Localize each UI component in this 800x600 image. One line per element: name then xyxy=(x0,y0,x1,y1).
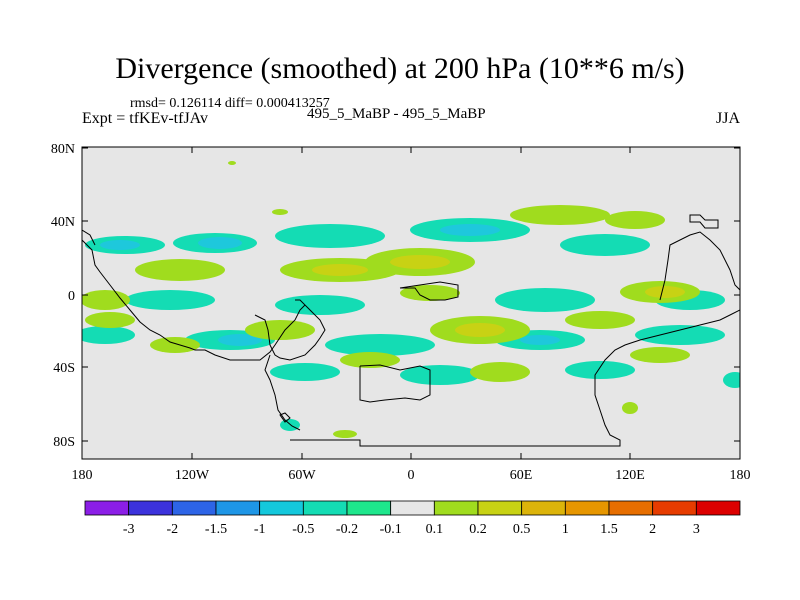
colorbar-label: 1 xyxy=(562,522,569,537)
lon-tick-label: 60W xyxy=(288,468,316,483)
colorbar-label: 0.5 xyxy=(513,522,531,537)
strong-negative-anomalies xyxy=(100,224,560,346)
season-label: JJA xyxy=(716,110,741,127)
colorbar-swatch xyxy=(346,500,392,516)
colorbar-label: 2 xyxy=(649,522,656,537)
lat-tick-label: 40N xyxy=(51,215,75,230)
lon-tick-label: 180 xyxy=(72,468,93,483)
case-label: 495_5_MaBP - 495_5_MaBP xyxy=(307,106,486,122)
lat-tick-label: 80S xyxy=(53,435,75,450)
colorbar-swatch xyxy=(128,500,173,516)
colorbar-label: -3 xyxy=(123,522,135,537)
lon-tick-label: 120W xyxy=(175,468,210,483)
strong-positive-anomalies xyxy=(312,255,685,337)
colorbar-swatch xyxy=(302,500,348,516)
colorbar-swatch xyxy=(171,500,217,516)
lon-tick-label: 60E xyxy=(510,468,533,483)
colorbar-swatch xyxy=(259,500,304,516)
colorbar-label: -1.5 xyxy=(205,522,227,537)
lon-tick-label: 180 xyxy=(730,468,751,483)
colorbar-label: 3 xyxy=(693,522,700,537)
colorbar-swatch xyxy=(215,500,261,516)
colorbar-swatch xyxy=(564,500,610,516)
colorbar-swatch xyxy=(84,500,130,516)
coastlines xyxy=(82,214,740,447)
colorbar-label: -0.5 xyxy=(292,522,314,537)
colorbar-swatch xyxy=(521,500,566,516)
colorbar-label: -0.2 xyxy=(336,522,358,537)
colorbar-label: 1.5 xyxy=(600,522,618,537)
lat-tick-label: 0 xyxy=(68,289,75,304)
stats-text: rmsd= 0.126114 diff= 0.000413257 xyxy=(130,96,330,111)
lon-tick-label: 0 xyxy=(408,468,415,483)
divergence-field xyxy=(82,161,740,447)
tick-marks xyxy=(82,147,740,459)
colorbar-swatch xyxy=(608,500,654,516)
lat-tick-label: 80N xyxy=(51,142,75,157)
colorbar-swatch xyxy=(433,500,479,516)
colorbar-swatch xyxy=(695,500,741,516)
colorbar: -3 -2 -1.5 -1 -0.5 -0.2 -0.1 0.1 0.2 0.5 1 1.5 2 3 xyxy=(84,500,741,537)
colorbar-swatch xyxy=(652,500,697,516)
colorbar-label: 0.1 xyxy=(426,522,444,537)
map-panel: 80N 40N 0 40S 80S 180 120W 60W 0 60E 120… xyxy=(51,142,751,483)
colorbar-swatch xyxy=(477,500,523,516)
colorbar-label: 0.2 xyxy=(469,522,487,537)
experiment-label: Expt = tfKEv-tfJAv xyxy=(82,110,209,127)
lon-tick-label: 120E xyxy=(615,468,645,483)
colorbar-label: -0.1 xyxy=(380,522,402,537)
lat-tick-label: 40S xyxy=(53,361,75,376)
colorbar-label: -1 xyxy=(254,522,266,537)
negative-anomalies xyxy=(82,218,740,431)
colorbar-label: -2 xyxy=(166,522,178,537)
colorbar-swatch xyxy=(390,500,435,516)
plot-title: Divergence (smoothed) at 200 hPa (10**6 … xyxy=(115,52,685,85)
